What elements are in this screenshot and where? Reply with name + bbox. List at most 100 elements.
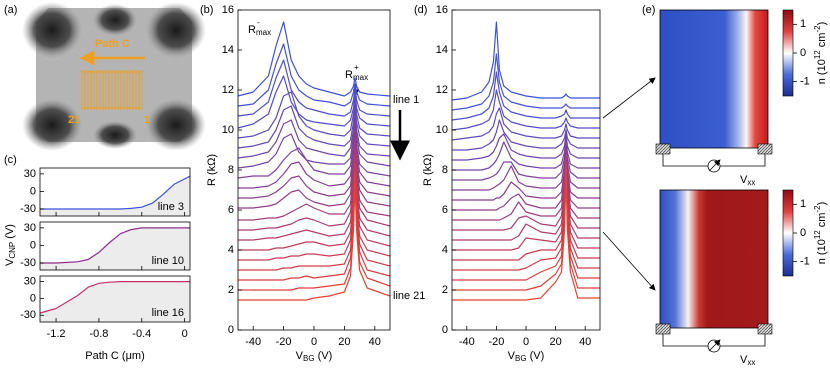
label-part: -2 [813,25,822,33]
series-line [452,159,600,251]
y-tick-label: 16 [436,4,448,16]
series-line [451,71,600,121]
series-area [40,281,190,322]
label-part: 12 [813,230,822,239]
series-line [452,119,600,151]
x-tick-label: -40 [459,336,475,348]
y-tick-label: 2 [228,284,234,296]
label-part: max [353,73,368,82]
x-axis-label: VBG (V) [508,350,545,363]
colorbar-tick-label: 0 [800,47,806,59]
label-part: n (10 [816,59,828,84]
y-tick-label: -30 [20,203,36,215]
device-image: Path C 21 1 [22,2,206,151]
series-line [452,155,600,231]
subplot-label: line 16 [152,307,184,319]
series-line [40,175,191,210]
y-axis-label: R (kΩ) [206,154,218,186]
series-line [238,141,391,221]
label-part: R [345,69,353,81]
y-tick-label: 10 [436,124,448,136]
series-line [237,109,391,159]
label-part: V [740,174,748,186]
label-part: CNP [8,242,17,259]
plot-frame [39,221,191,271]
panel-label: (c) [4,154,17,166]
y-tick-label: 30 [24,222,36,234]
colorbar-label: n (1012 cm-2) [813,202,828,265]
panel-label: (e) [642,4,655,16]
series-line [451,107,600,141]
label-part: V [296,350,304,362]
colorbar-tick-label: 1 [800,18,806,30]
series-line [237,91,391,139]
x-tick-label: 0 [311,336,317,348]
label-part: R [248,24,256,36]
y-tick-label: 6 [442,204,448,216]
y-tick-label: 8 [228,164,234,176]
x-tick-label: 0 [523,336,529,348]
annotation: Rmax- [248,18,271,37]
path-label: Path C [95,38,130,50]
label-part: cm [816,213,828,231]
subplot-label: line 10 [152,255,184,267]
series-line [238,129,391,199]
label-part: + [354,63,359,72]
label-part: V [508,350,516,362]
annotation: Rmax+ [345,63,368,82]
y-tick-label: -30 [20,309,36,321]
annotation: line 21 [393,290,425,302]
series-line [238,181,391,301]
y-tick-label: 0 [228,324,234,336]
series-line [237,21,391,97]
series-line [238,175,391,291]
series-line [40,227,190,264]
label-part: ) [816,202,828,206]
label-part: (V) [4,224,16,242]
x-tick-label: -1.2 [47,328,66,340]
y-axis-label: R (kΩ) [422,154,434,186]
series-line [452,143,600,191]
vxx-label: Vxx [740,174,755,187]
series-line [452,145,600,201]
label-part: xx [747,178,755,187]
panel-label: (d) [414,4,427,16]
series-line [452,169,600,301]
x-tick-label: 40 [579,336,591,348]
series-line [237,119,391,179]
colorbar-tick-label: 0 [800,227,806,239]
y-tick-label: 6 [228,204,234,216]
series-line [238,171,391,281]
y-tick-label: 4 [442,244,448,256]
x-tick-label: 20 [338,336,350,348]
y-tick-label: 8 [442,164,448,176]
y-tick-label: 0 [30,185,36,197]
y-tick-label: 2 [442,284,448,296]
panel-label: (a) [4,4,17,16]
label-part: BG [515,354,527,363]
x-tick-label: 0 [182,328,188,340]
panel-label: (b) [200,4,213,16]
colorbar-tick-label: 1 [800,198,806,210]
path-start: 21 [68,114,80,126]
series-line [237,115,391,169]
x-axis-label: Path C (μm) [85,350,145,362]
annotation: line 1 [393,94,419,106]
series-line [238,145,391,231]
x-tick-label: -0.4 [132,328,151,340]
series-line [451,53,600,111]
x-tick-label: -0.8 [89,328,108,340]
series-line [451,89,600,131]
vxx-label: Vxx [740,354,755,367]
colorbar-tick-label: -1 [800,256,810,268]
series-line [237,103,391,149]
series-line [238,135,391,209]
y-tick-label: 16 [222,4,234,16]
label-part: xx [747,358,755,367]
label-part: - [257,18,260,27]
label-part: n (10 [816,239,828,264]
label-part: BG [303,354,315,363]
y-tick-label: 0 [442,324,448,336]
